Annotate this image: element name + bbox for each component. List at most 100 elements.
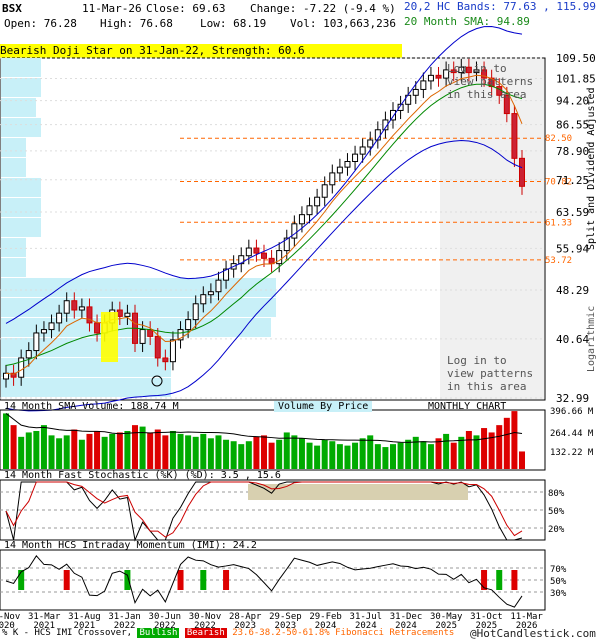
imi-panel-frame (0, 549, 546, 611)
x-tick-year: 2021 (74, 621, 96, 631)
login-line: in this area (447, 380, 527, 393)
candle-body (215, 279, 222, 293)
volume-bar (496, 425, 503, 469)
candle-body (238, 255, 245, 265)
fib-label: 61.33 (545, 218, 572, 228)
ema-line (5, 74, 523, 375)
candle-body (185, 319, 192, 331)
x-tick-label: 28-Apr (229, 612, 262, 622)
main-panel-frame (0, 57, 546, 401)
volume-value: Vol: 103,663,236 (290, 17, 396, 30)
candle-body (116, 309, 123, 317)
volume-bar (71, 429, 78, 469)
volume-bar (192, 436, 199, 469)
pattern-circle (151, 375, 163, 387)
candle-body (192, 303, 199, 321)
candle-body (435, 74, 442, 79)
x-tick-year: 2023 (275, 621, 297, 631)
y-tick-label: 109.50 (556, 52, 596, 65)
imi-line (5, 555, 523, 608)
sma-line (5, 83, 523, 366)
vbp-bar (1, 378, 171, 397)
vbp-bar (1, 278, 276, 297)
candle-body (154, 335, 161, 359)
stoch-d-line (5, 481, 523, 538)
x-tick-year: 2024 (395, 621, 417, 631)
volume-bar (268, 442, 275, 469)
imi-crossover-bar (496, 570, 503, 590)
volume-bar (169, 430, 176, 469)
candle-body (18, 357, 25, 378)
symbol: BSX (2, 2, 22, 15)
fib-legend: 23.6-38.2-50-61.8% Fibonacci Retracement… (232, 628, 455, 638)
candle-body (298, 214, 305, 225)
login-line: Log in to (447, 62, 507, 75)
candle-body (207, 291, 214, 296)
stoch-overbought-fill (248, 484, 468, 500)
x-tick-year: 2024 (315, 621, 337, 631)
x-tick-year: 2023 (234, 621, 256, 631)
candle-body (503, 94, 510, 115)
volume-bar (245, 441, 252, 469)
volume-bar (86, 433, 93, 469)
y-tick-label: 63.59 (556, 206, 589, 219)
volume-bar (147, 432, 154, 469)
candle-body (33, 332, 40, 352)
candle-body (200, 294, 207, 305)
candle-body (261, 252, 267, 259)
volume-bar (283, 432, 290, 469)
x-tick-year: 2024 (355, 621, 377, 631)
vbp-bar (1, 258, 26, 277)
bearish-badge: Bearish (184, 628, 227, 638)
y-tick-label: 32.99 (556, 392, 589, 405)
x-tick-year: 2021 (33, 621, 55, 631)
x-tick-label: 31-Jul (350, 612, 383, 622)
volume-bar (154, 429, 161, 469)
volume-bar (519, 451, 525, 469)
volume-bar (511, 411, 518, 469)
stochastic-title: 14 Month Fast Stochastic (%K) (%D): 3.5 … (4, 470, 281, 481)
stochastic-panel-frame (0, 479, 546, 541)
copyright[interactable]: @HotCandlestick.com (470, 627, 596, 640)
volume-by-price (1, 58, 276, 397)
candle-body (314, 196, 321, 207)
candle-body (253, 247, 260, 254)
candle-body (147, 329, 154, 337)
candle-body (25, 350, 32, 359)
volume-bar (359, 438, 366, 469)
low-value: Low: 68.19 (200, 17, 267, 30)
y-tick-label: 101.85 (556, 73, 596, 86)
candle-body (40, 329, 47, 334)
candle-body (420, 80, 427, 90)
candle-body (336, 166, 343, 174)
monthly-label: MONTHLY CHART (428, 401, 507, 412)
volume-bar (473, 435, 480, 469)
volume-bar (374, 444, 381, 469)
volume-bar (101, 436, 108, 469)
candle-body (223, 268, 230, 281)
candle-body (291, 223, 298, 239)
volume-bar (276, 439, 283, 469)
imi-crossover-bar (177, 570, 184, 590)
volume-bar (435, 438, 442, 469)
candle-body (86, 306, 93, 324)
y-tick-label: 86.55 (556, 119, 589, 132)
login-overlay-bottom[interactable]: Log in to view patterns in this area (447, 354, 533, 393)
volume-bar (109, 433, 116, 469)
vbp-bar (1, 158, 26, 177)
vbp-bar (1, 178, 41, 197)
volume-panel-frame (0, 409, 546, 471)
login-overlay-top[interactable]: Log in to view patterns in this area (447, 62, 533, 101)
volume-bar (481, 428, 488, 469)
volume-bar (458, 436, 465, 469)
candle-body (427, 74, 434, 82)
candle-body (412, 88, 419, 96)
volume-bar (503, 417, 510, 469)
candle-body (443, 69, 450, 79)
imi-crossover-bar (18, 570, 25, 590)
volume-bar (10, 425, 17, 469)
login-shade (440, 59, 544, 399)
volume-bar (321, 439, 328, 469)
vbp-bar (1, 358, 171, 377)
